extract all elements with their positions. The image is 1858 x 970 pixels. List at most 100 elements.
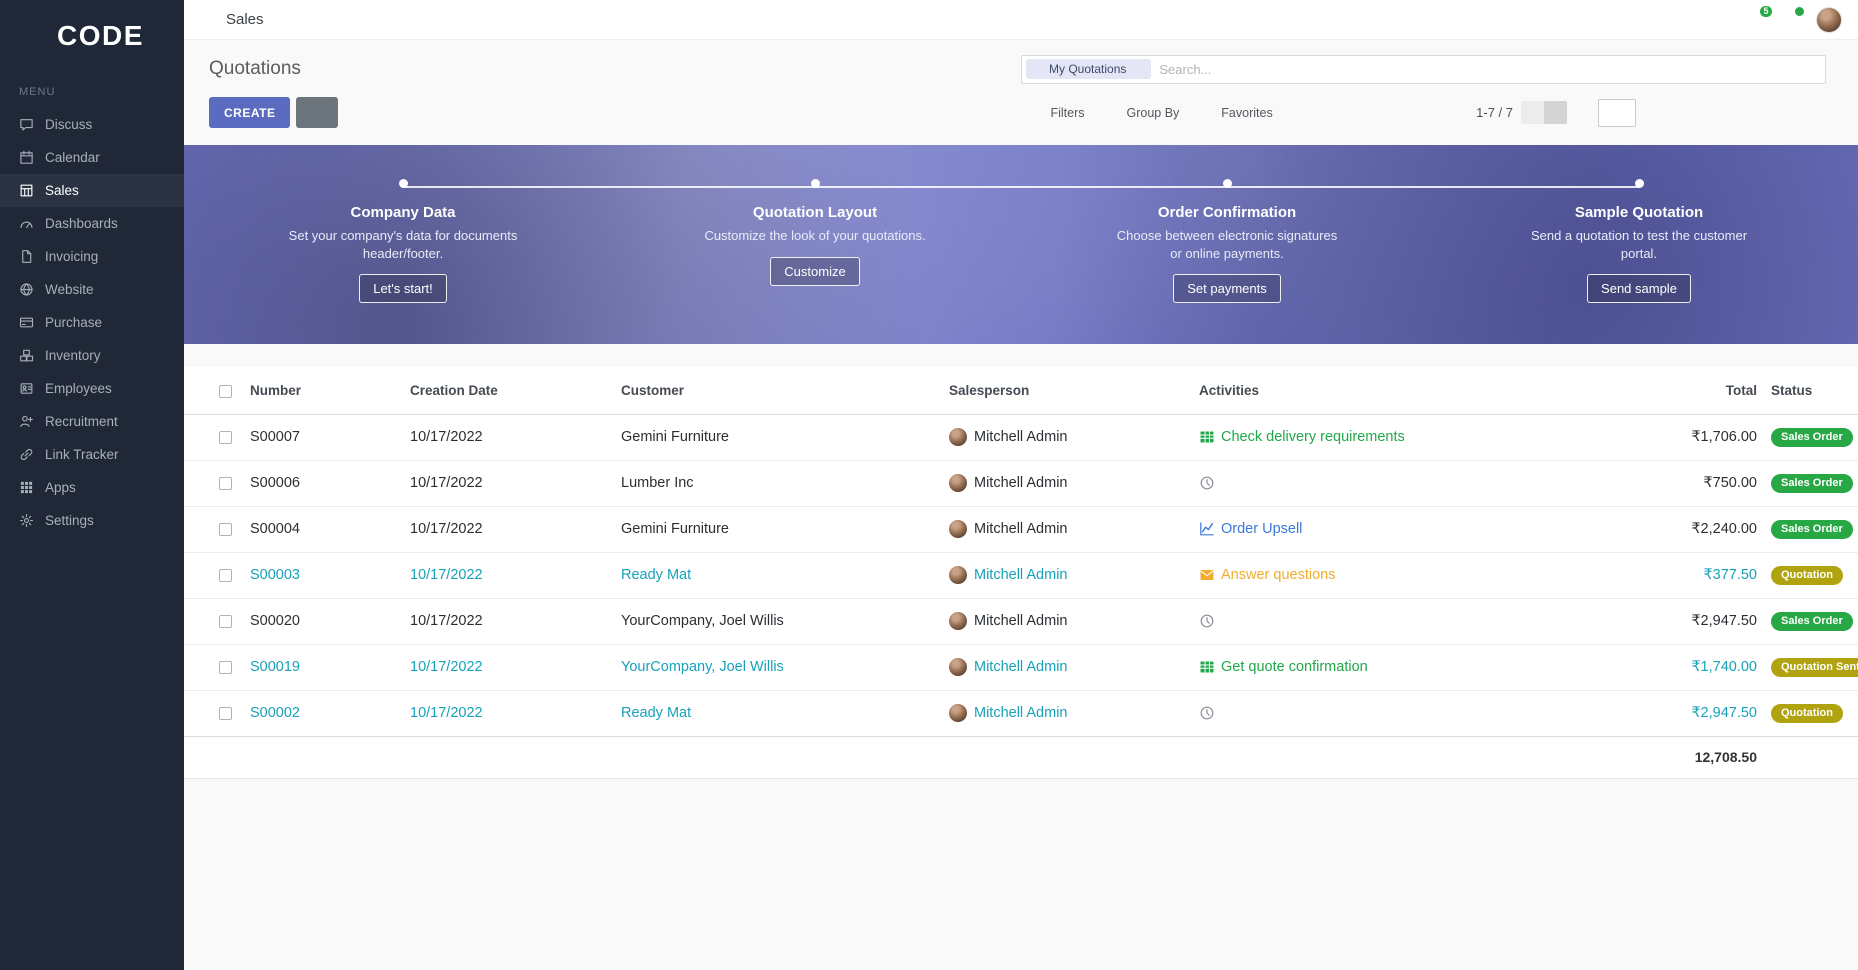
sidebar-item-calendar[interactable]: Calendar (0, 141, 184, 174)
set-payments-button[interactable]: Set payments (1173, 274, 1281, 304)
select-all-checkbox[interactable] (219, 384, 232, 398)
sidebar-item-settings[interactable]: Settings (0, 504, 184, 537)
search-icon[interactable] (1801, 62, 1816, 77)
header-status[interactable]: Status (1765, 367, 1858, 415)
salesperson-name: Mitchell Admin (974, 613, 1068, 629)
salesperson-avatar (949, 474, 967, 492)
chevron-right-icon (1550, 107, 1561, 118)
activities-notification-dot (1795, 7, 1804, 16)
table-row-s00002[interactable]: S00002 10/17/2022 Ready Mat Mitchell Admin ₹… (184, 689, 1858, 736)
cell-activities[interactable]: Answer questions (1195, 551, 1575, 598)
debug-bug-icon[interactable] (1714, 11, 1731, 28)
row-checkbox[interactable] (219, 476, 232, 490)
export-button[interactable] (296, 97, 339, 128)
pager-next-button[interactable] (1544, 101, 1567, 124)
header-salesperson[interactable]: Salesperson (945, 367, 1195, 415)
table-row-s00003[interactable]: S00003 10/17/2022 Ready Mat Mitchell Admin A… (184, 551, 1858, 598)
table-row-s00006[interactable]: S00006 10/17/2022 Lumber Inc Mitchell Admin… (184, 459, 1858, 506)
sidebar-item-link-tracker[interactable]: Link Tracker (0, 438, 184, 471)
user-avatar[interactable] (1816, 6, 1842, 33)
chart-activity-icon (1199, 521, 1215, 537)
salesperson-name: Mitchell Admin (974, 659, 1068, 675)
table-row-s00019[interactable]: S00019 10/17/2022 YourCompany, Joel Willis… (184, 643, 1858, 690)
invoicing-icon (19, 249, 34, 264)
header-total[interactable]: Total (1575, 367, 1765, 415)
favorites-label: Favorites (1221, 105, 1273, 120)
view-list-button[interactable] (1598, 98, 1636, 127)
row-checkbox[interactable] (219, 614, 232, 628)
cell-customer: YourCompany, Joel Willis (617, 643, 945, 690)
table-row-s00004[interactable]: S00004 10/17/2022 Gemini Furniture Mitchell… (184, 505, 1858, 552)
sidebar-item-dashboards[interactable]: Dashboards (0, 207, 184, 240)
view-calendar-button[interactable] (1674, 99, 1712, 127)
activity-label: Check delivery requirements (1221, 429, 1405, 445)
search-input[interactable] (1159, 61, 1793, 77)
new-tab-plus-icon[interactable] (276, 13, 289, 26)
sidebar-item-sales[interactable]: Sales (0, 174, 184, 207)
cell-activities[interactable] (1195, 689, 1575, 736)
sidebar-item-discuss[interactable]: Discuss (0, 108, 184, 141)
onboarding-progress-line (402, 186, 1639, 188)
header-creation-date[interactable]: Creation Date (406, 367, 617, 415)
spreadsheet-activity-icon (1199, 429, 1215, 445)
create-button[interactable]: CREATE (209, 97, 291, 128)
logo-icon (18, 21, 48, 51)
cell-activities[interactable]: Order Upsell (1195, 505, 1575, 552)
search-facet-my-quotations[interactable]: My Quotations (1026, 59, 1152, 79)
sidebar-item-inventory[interactable]: Inventory (0, 339, 184, 372)
cell-activities[interactable] (1195, 597, 1575, 644)
sidebar-item-website[interactable]: Website (0, 273, 184, 306)
pager-range: 1-7 / 7 (1476, 105, 1513, 120)
sidebar-item-employees[interactable]: Employees (0, 372, 184, 405)
app-name[interactable]: Sales (226, 11, 264, 28)
pager-previous-button[interactable] (1521, 101, 1544, 124)
customize-button[interactable]: Customize (770, 256, 860, 286)
filters-button[interactable]: Filters (1032, 106, 1084, 120)
row-checkbox[interactable] (219, 706, 232, 720)
discuss-icon (19, 117, 34, 132)
row-checkbox[interactable] (219, 660, 232, 674)
cell-activities[interactable]: Check delivery requirements (1195, 414, 1575, 460)
cell-activities[interactable] (1195, 459, 1575, 506)
cell-status: Quotation Sent (1765, 643, 1858, 690)
purchase-icon (19, 315, 34, 330)
header-customer[interactable]: Customer (617, 367, 945, 415)
search-bar[interactable]: My Quotations (1021, 54, 1826, 84)
brand-logo[interactable]: CODE (0, 0, 184, 72)
chevron-left-icon (1527, 107, 1538, 118)
onboarding-banner: Company Data Set your company's data for … (184, 145, 1858, 344)
activities-clock-icon[interactable] (1782, 7, 1804, 28)
row-checkbox[interactable] (219, 522, 232, 536)
cell-activities[interactable]: Get quote confirmation (1195, 643, 1575, 690)
salesperson-name: Mitchell Admin (974, 567, 1068, 583)
cell-creation-date: 10/17/2022 (406, 643, 617, 690)
hamburger-menu-icon[interactable] (197, 11, 214, 28)
row-checkbox[interactable] (219, 430, 232, 444)
header-number[interactable]: Number (246, 367, 406, 415)
sidebar-item-invoicing[interactable]: Invoicing (0, 240, 184, 273)
view-kanban-button[interactable] (1636, 99, 1674, 127)
view-graph-button[interactable] (1750, 99, 1788, 127)
header-activities[interactable]: Activities (1195, 367, 1575, 415)
cell-customer: Gemini Furniture (617, 505, 945, 552)
facet-remove-icon[interactable] (1133, 61, 1144, 72)
view-pivot-button[interactable] (1712, 99, 1750, 127)
messages-icon[interactable]: 5 (1748, 6, 1772, 28)
activity-label: Order Upsell (1221, 521, 1303, 537)
sidebar-item-recruitment[interactable]: Recruitment (0, 405, 184, 438)
let-s-start-button[interactable]: Let's start! (359, 274, 447, 304)
cell-customer: Gemini Furniture (621, 429, 729, 445)
cell-creation-date: 10/17/2022 (406, 459, 617, 506)
banner-close-icon[interactable] (1823, 154, 1838, 169)
view-activity-button[interactable] (1788, 99, 1826, 127)
favorites-button[interactable]: Favorites (1203, 106, 1272, 120)
row-checkbox[interactable] (219, 568, 232, 582)
group-by-button[interactable]: Group By (1108, 106, 1179, 120)
row-checkbox-cell (184, 689, 246, 736)
table-row-s00020[interactable]: S00020 10/17/2022 YourCompany, Joel Willis… (184, 597, 1858, 644)
sidebar-item-apps[interactable]: Apps (0, 471, 184, 504)
cell-total: ₹750.00 (1575, 459, 1765, 506)
table-row-s00007[interactable]: S00007 10/17/2022 Gemini Furniture Mitchell… (184, 414, 1858, 460)
sidebar-item-purchase[interactable]: Purchase (0, 306, 184, 339)
send-sample-button[interactable]: Send sample (1587, 274, 1691, 304)
